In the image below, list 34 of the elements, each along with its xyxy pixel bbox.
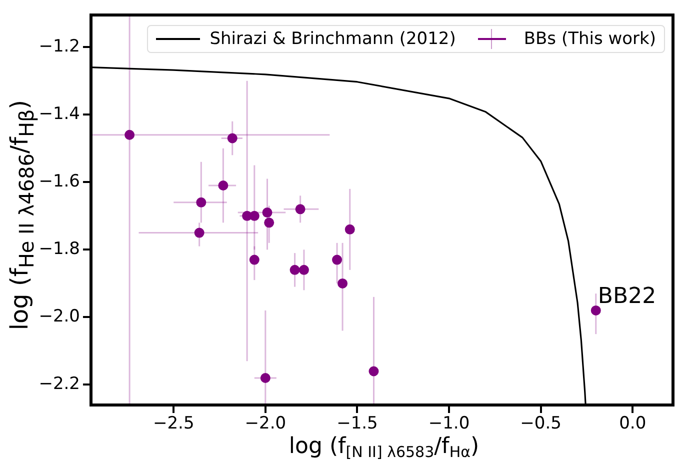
- point: [218, 180, 228, 191]
- x-axis-title: log (f$_{[N II] λ6583}$/f$_{Hα}$): [288, 434, 480, 461]
- point: [298, 264, 309, 275]
- x-tick-label: −1.0: [428, 414, 470, 434]
- x-tick-label: −1.5: [336, 414, 378, 434]
- point: [249, 254, 260, 265]
- x-tick-label: −0.5: [520, 414, 562, 434]
- point: [260, 372, 270, 383]
- y-tick-label: −1.2: [38, 36, 80, 56]
- x-tick-label: −2.0: [244, 414, 286, 434]
- point: [295, 204, 306, 214]
- point: [227, 133, 238, 144]
- x-tick-label: 0.0: [619, 414, 646, 434]
- point: [368, 366, 379, 376]
- annotation: BB22: [598, 284, 656, 310]
- y-tick-label: −1.6: [38, 172, 80, 192]
- x-tick-label: −2.5: [152, 414, 194, 434]
- point: [124, 130, 135, 140]
- point: [264, 218, 274, 228]
- point: [249, 210, 260, 221]
- point: [196, 197, 206, 208]
- point: [344, 224, 355, 234]
- legend-label: Shirazi & Brinchmann (2012): [210, 29, 456, 49]
- point: [194, 228, 204, 238]
- legend-label: BBs (This work): [524, 29, 656, 49]
- point: [590, 305, 601, 316]
- point: [332, 254, 342, 265]
- point: [290, 264, 300, 275]
- y-tick-label: −1.8: [38, 239, 80, 260]
- point: [338, 278, 348, 288]
- point: [262, 208, 272, 218]
- y-tick-label: −2.0: [38, 306, 80, 327]
- y-tick-label: −1.4: [38, 104, 80, 124]
- y-tick-label: −2.2: [38, 374, 80, 394]
